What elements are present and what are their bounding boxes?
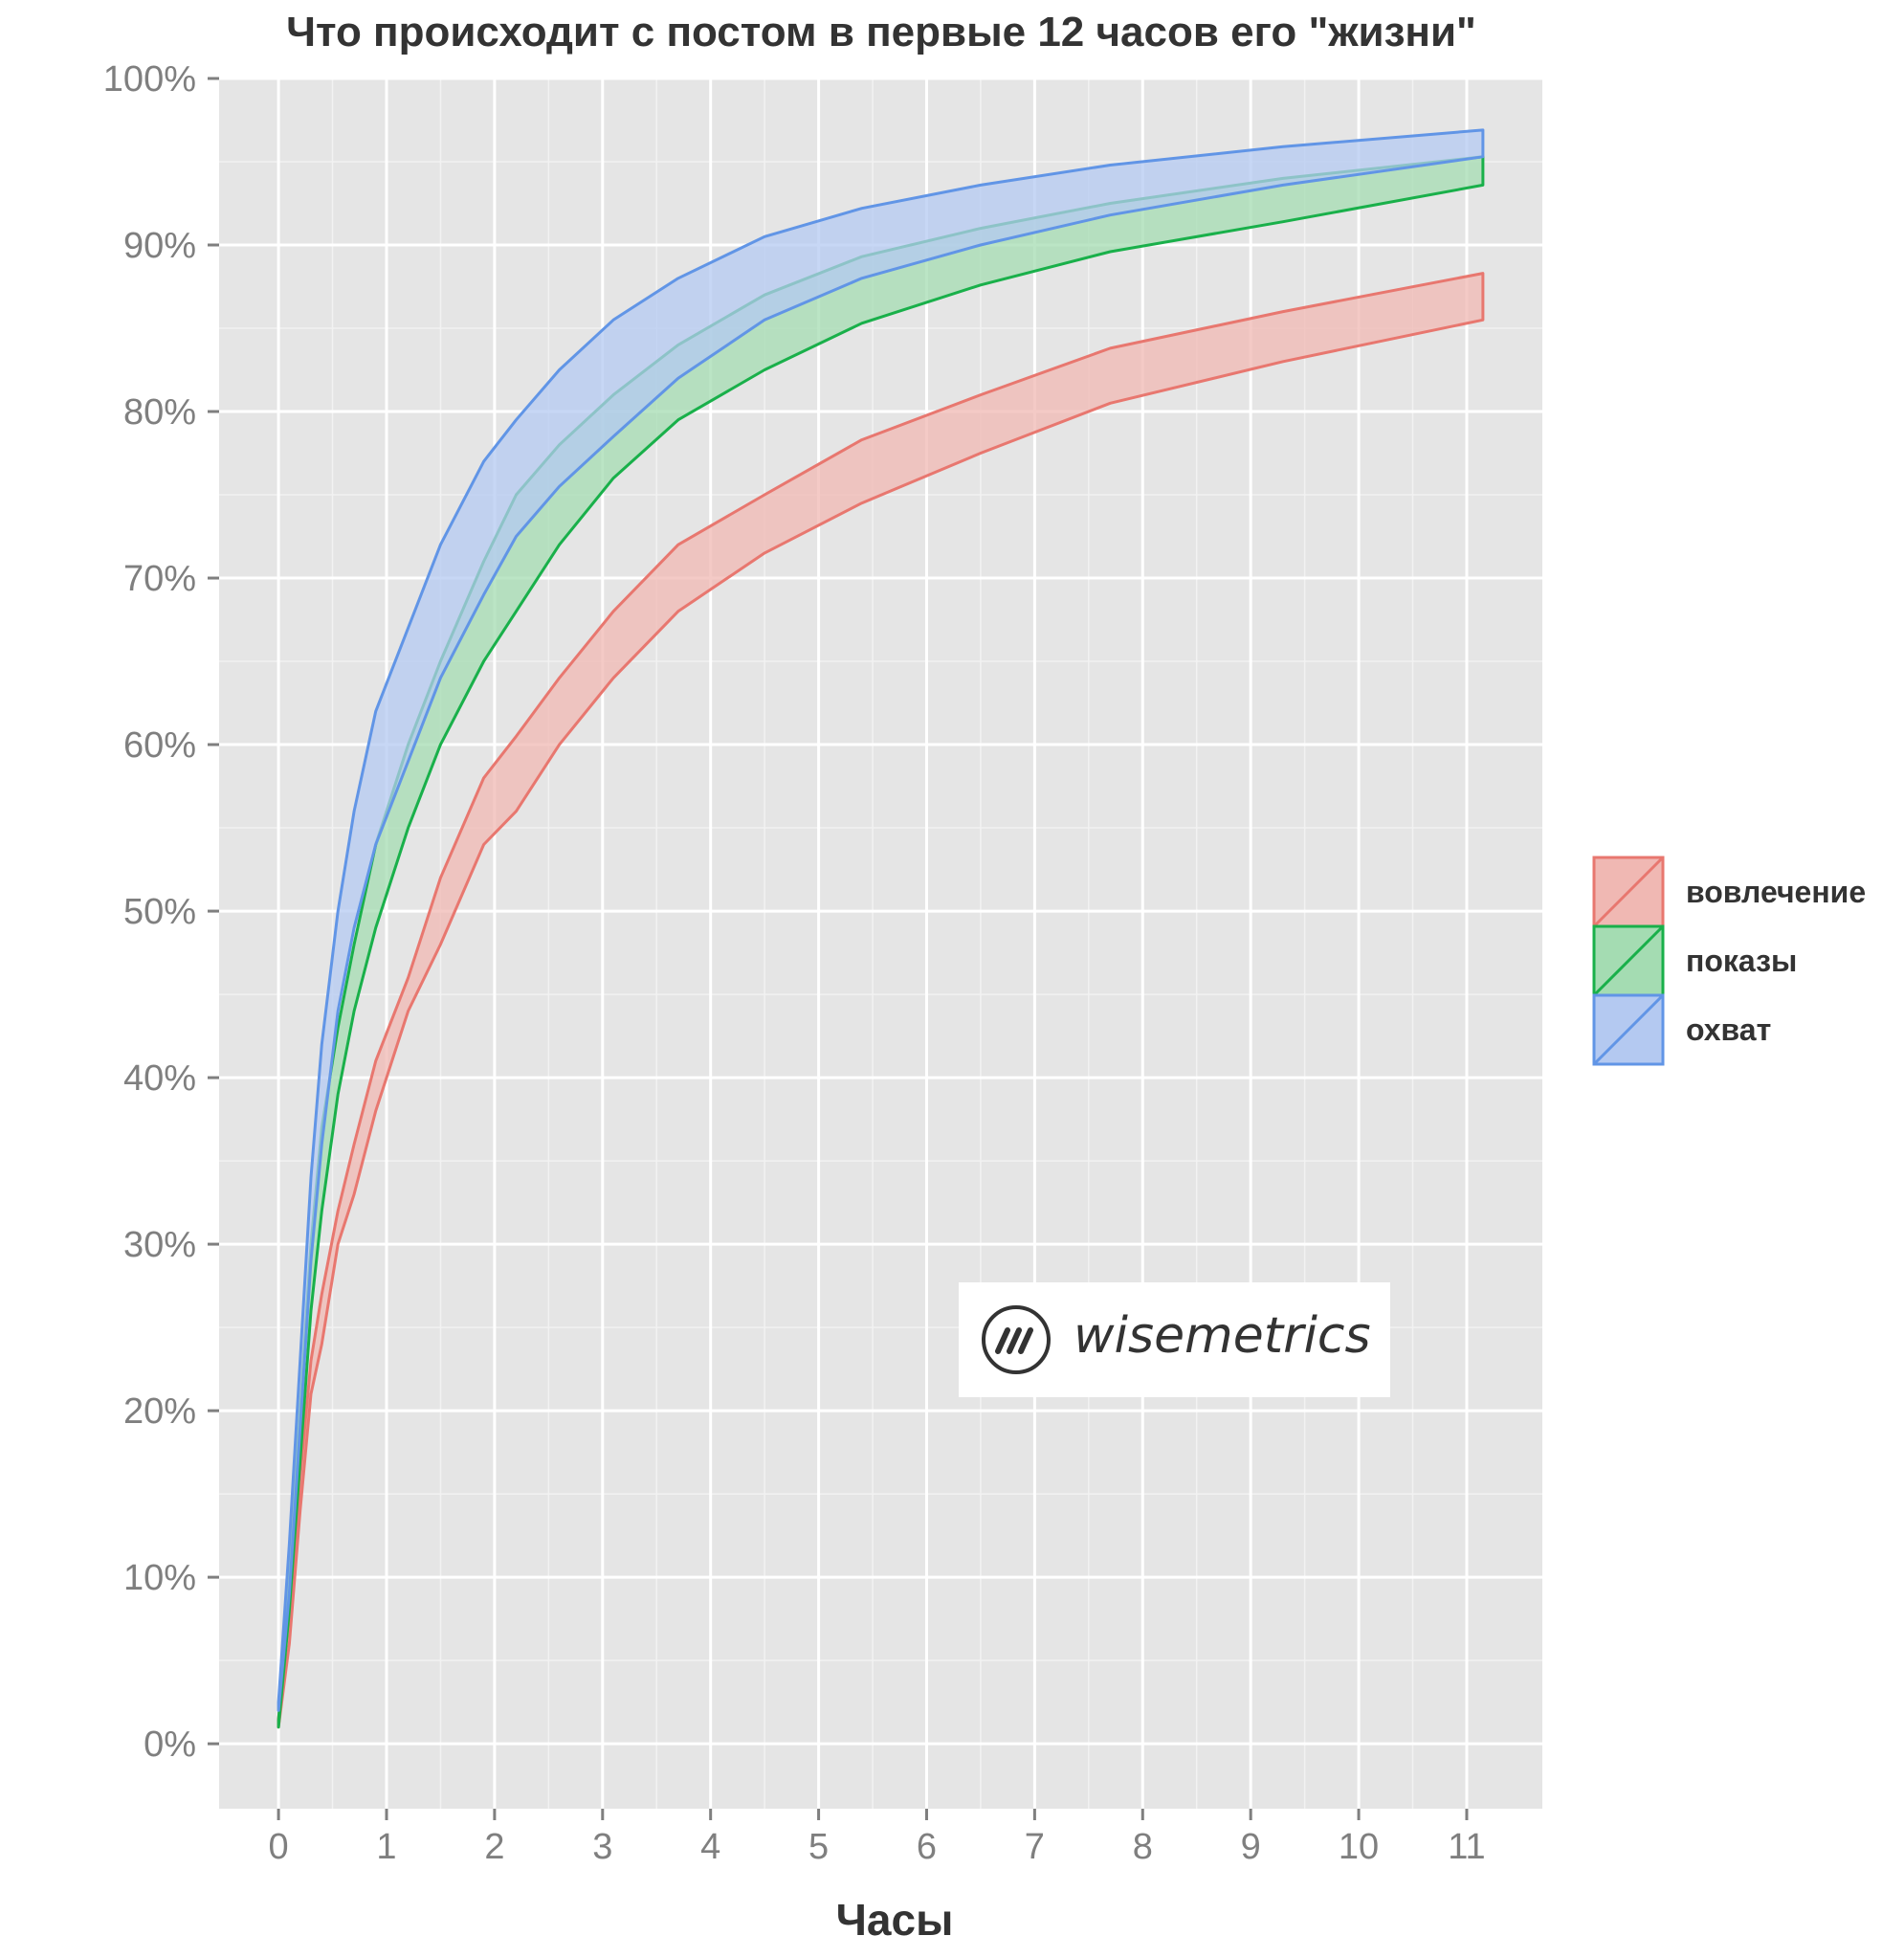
legend-label: охват: [1686, 1012, 1771, 1047]
legend-item-показы: показы: [1592, 924, 1797, 997]
y-tick-label: 100%: [103, 59, 196, 100]
series-вовлечение: [277, 272, 1485, 1729]
legend-item-охват: охват: [1592, 993, 1771, 1066]
y-tick-label: 10%: [123, 1558, 196, 1598]
y-tick-label: 90%: [123, 226, 196, 266]
y-tick-label: 50%: [123, 892, 196, 932]
y-tick-label: 30%: [123, 1225, 196, 1265]
y-tick-label: 40%: [123, 1058, 196, 1099]
x-tick-label: 0: [269, 1827, 289, 1867]
series-bands: [277, 128, 1485, 1729]
x-tick-label: 1: [376, 1827, 396, 1867]
x-axis-title: Часы: [836, 1895, 954, 1945]
legend-key-diagonal: [1592, 993, 1665, 1066]
legend: вовлечение показы охват: [1592, 856, 1866, 1066]
x-tick-label: 10: [1339, 1827, 1379, 1867]
x-tick-label: 6: [917, 1827, 937, 1867]
chart-title: Что происходит с постом в первые 12 часо…: [286, 9, 1476, 56]
x-tick-label: 3: [592, 1827, 612, 1867]
legend-item-вовлечение: вовлечение: [1592, 856, 1866, 928]
legend-label: показы: [1686, 944, 1797, 978]
y-tick-label: 60%: [123, 725, 196, 766]
y-tick-label: 0%: [144, 1724, 196, 1765]
watermark-box: [959, 1282, 1390, 1397]
x-tick-label: 5: [808, 1827, 829, 1867]
legend-key-diagonal: [1592, 924, 1665, 997]
x-tick-label: 9: [1241, 1827, 1261, 1867]
y-tick-label: 70%: [123, 559, 196, 599]
x-axis: 0 1 2 3 4 5 6 7 8 9 10 11: [269, 1809, 1486, 1867]
wisemetrics-logo-icon: [982, 1305, 1051, 1374]
x-tick-label: 8: [1133, 1827, 1153, 1867]
major-gridlines: [219, 77, 1542, 1809]
series-охват: [277, 128, 1485, 1712]
y-tick-label: 80%: [123, 392, 196, 433]
y-axis: 0% 10% 20% 30% 40% 50% 60% 70% 80% 90% 100%: [103, 59, 219, 1765]
watermark-text: wisemetrics: [1074, 1307, 1371, 1365]
x-tick-label: 11: [1448, 1827, 1485, 1867]
x-tick-label: 7: [1025, 1827, 1045, 1867]
legend-key-diagonal: [1592, 856, 1665, 928]
watermark: wisemetrics: [959, 1282, 1390, 1397]
legend-label: вовлечение: [1686, 875, 1866, 909]
band-area: [277, 128, 1485, 1712]
y-tick-label: 20%: [123, 1391, 196, 1432]
band-area: [277, 272, 1485, 1729]
x-tick-label: 2: [484, 1827, 504, 1867]
x-tick-label: 4: [700, 1827, 720, 1867]
